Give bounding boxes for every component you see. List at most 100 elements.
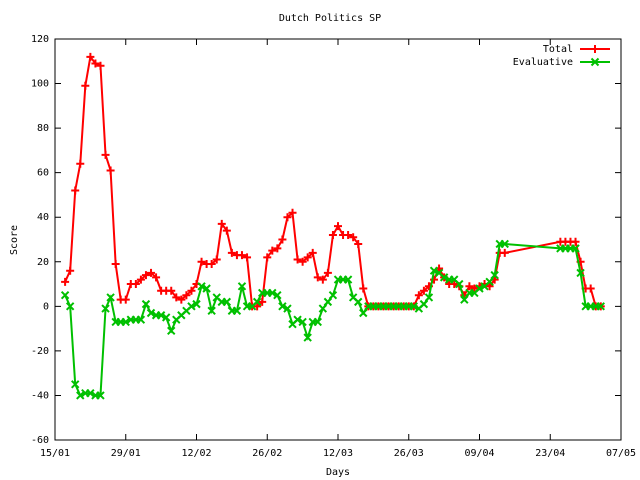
data-point <box>121 317 130 327</box>
data-point <box>485 282 494 291</box>
legend-marker <box>591 45 599 53</box>
data-point <box>141 299 151 309</box>
data-point <box>161 313 171 322</box>
data-point <box>167 286 176 295</box>
data-point <box>318 275 327 284</box>
data-point <box>243 253 252 262</box>
data-point <box>212 255 221 264</box>
data-point <box>323 268 332 277</box>
data-point <box>237 282 247 291</box>
data-point <box>576 268 585 278</box>
data-point <box>167 326 176 336</box>
y-tick-label: 100 <box>31 79 49 90</box>
data-point <box>424 293 434 302</box>
data-point <box>232 306 242 315</box>
data-point <box>313 273 322 282</box>
data-point <box>354 239 363 248</box>
y-tick-label: 60 <box>37 168 49 179</box>
data-point <box>237 251 246 260</box>
data-point <box>101 150 110 159</box>
data-point <box>136 275 145 284</box>
data-point <box>586 284 595 293</box>
data-point <box>61 277 70 286</box>
data-point <box>283 304 292 313</box>
data-point <box>222 226 231 235</box>
data-point <box>156 311 166 320</box>
data-point <box>328 290 338 300</box>
data-point <box>455 279 464 289</box>
data-point <box>258 297 267 306</box>
data-point <box>86 389 95 398</box>
y-axis-label: Score <box>9 225 20 255</box>
y-tick-label: 40 <box>37 212 49 223</box>
y-tick-label: 80 <box>37 123 49 134</box>
data-point <box>334 222 342 231</box>
data-point <box>500 239 509 249</box>
x-tick-label: 12/02 <box>181 448 211 459</box>
legend-marker <box>590 57 600 67</box>
x-tick-label: 12/03 <box>323 448 353 459</box>
data-point <box>187 302 196 311</box>
data-point <box>65 302 75 311</box>
data-point <box>323 297 333 307</box>
x-axis-label: Days <box>326 467 350 478</box>
data-point <box>263 253 272 262</box>
data-point <box>303 333 312 342</box>
data-point <box>293 315 302 324</box>
data-point <box>106 293 115 302</box>
data-point <box>187 286 196 295</box>
x-tick-label: 26/02 <box>252 448 282 459</box>
y-tick-label: -20 <box>31 346 49 357</box>
data-point <box>465 282 474 291</box>
data-point <box>182 291 191 300</box>
y-tick-label: -60 <box>31 435 49 446</box>
data-point <box>192 299 201 309</box>
data-point <box>147 268 156 277</box>
data-point <box>313 317 322 327</box>
data-point <box>278 235 287 244</box>
data-point <box>207 260 216 269</box>
data-point <box>197 282 206 291</box>
data-point <box>71 186 80 195</box>
data-point <box>131 280 140 289</box>
data-point <box>419 299 429 309</box>
data-point <box>202 284 211 293</box>
data-point <box>414 291 423 300</box>
data-point <box>222 297 232 307</box>
data-point <box>571 244 580 253</box>
data-point <box>303 253 312 262</box>
data-point <box>71 380 80 389</box>
data-point <box>136 315 146 324</box>
data-point <box>111 260 120 269</box>
data-point <box>318 304 328 313</box>
data-point <box>470 284 479 293</box>
data-point <box>141 271 150 280</box>
data-point <box>197 257 206 266</box>
data-point <box>60 290 70 300</box>
data-point <box>308 248 317 257</box>
data-point <box>106 166 115 175</box>
data-point <box>207 306 216 315</box>
chart-title: Dutch Politics SP <box>279 13 381 24</box>
data-point <box>409 302 419 311</box>
y-tick-label: 0 <box>43 301 49 312</box>
data-point <box>76 391 85 400</box>
data-point <box>328 231 337 240</box>
data-point <box>101 304 110 313</box>
data-point <box>152 273 161 282</box>
data-point <box>298 317 307 327</box>
data-point <box>485 277 494 287</box>
data-point <box>96 391 105 400</box>
y-tick-label: 120 <box>31 34 49 45</box>
data-point <box>253 302 262 311</box>
data-point <box>596 302 605 311</box>
data-point <box>359 308 368 318</box>
data-point <box>227 248 236 257</box>
data-point <box>86 52 95 61</box>
legend-label: Evaluative <box>513 57 573 68</box>
data-point <box>273 244 282 253</box>
data-point <box>354 297 363 307</box>
data-point <box>278 302 287 311</box>
